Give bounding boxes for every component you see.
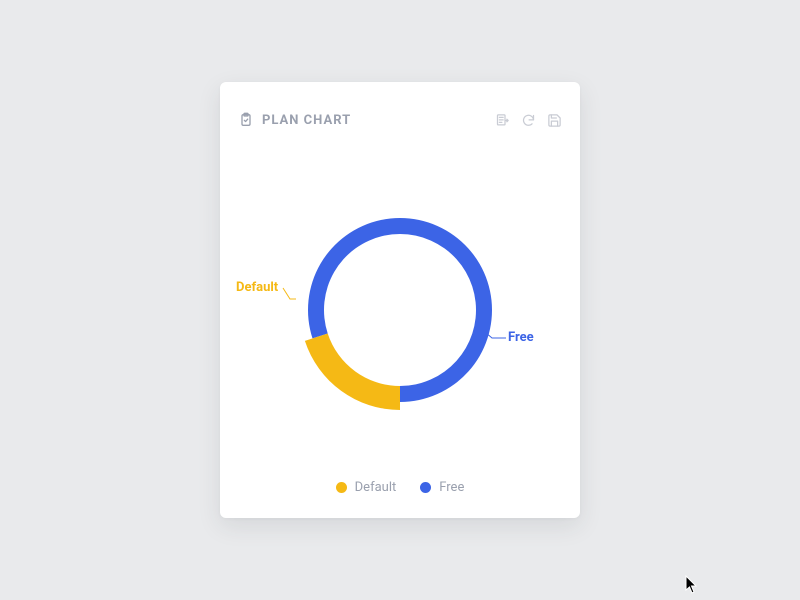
legend-label-free: Free [439,480,464,495]
leader-default [236,280,296,310]
clipboard-icon [238,112,254,128]
card-title: PLAN CHART [262,113,351,128]
data-view-button[interactable] [494,112,510,128]
cursor-icon [685,575,699,599]
data-view-icon [495,113,510,128]
legend-item-default[interactable]: Default [336,480,397,495]
save-icon [547,113,562,128]
title-wrap: PLAN CHART [238,112,494,128]
legend-dot-default [336,482,347,493]
donut-chart [270,180,530,440]
refresh-icon [521,113,536,128]
legend-label-default: Default [355,480,397,495]
chart-area: Default Free [220,140,580,480]
save-image-button[interactable] [546,112,562,128]
legend: Default Free [220,480,580,513]
card-header: PLAN CHART [220,82,580,140]
leader-free [478,320,518,350]
plan-chart-card: PLAN CHART [220,82,580,518]
legend-dot-free [420,482,431,493]
slice-default[interactable] [305,333,400,410]
refresh-button[interactable] [520,112,536,128]
legend-item-free[interactable]: Free [420,480,464,495]
toolbar [494,112,562,128]
